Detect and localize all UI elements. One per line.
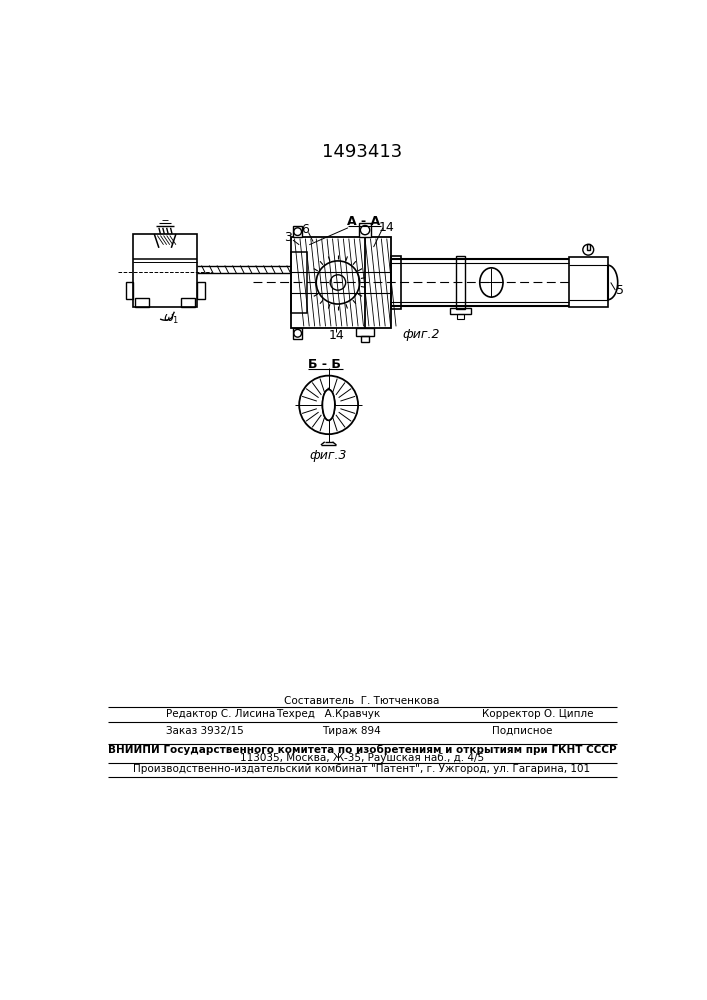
- Text: Производственно-издательский комбинат "Патент", г. Ужгород, ул. Гагарина, 101: Производственно-издательский комбинат "П…: [134, 764, 590, 774]
- Text: Техред   А.Кравчук: Техред А.Кравчук: [276, 709, 381, 719]
- Bar: [291, 252, 307, 312]
- Bar: [450, 308, 472, 314]
- Text: Тираж 894: Тираж 894: [322, 726, 381, 736]
- Text: 113035, Москва, Ж-35, Раушская наб., д. 4/5: 113035, Москва, Ж-35, Раушская наб., д. …: [240, 753, 484, 763]
- Text: ВНИИПИ Государственного комитета по изобретениям и открытиям при ГКНТ СССР: ВНИИПИ Государственного комитета по изоб…: [107, 745, 617, 755]
- Bar: [126, 282, 134, 299]
- Text: Подписное: Подписное: [492, 726, 553, 736]
- Bar: [356, 328, 374, 336]
- Ellipse shape: [322, 389, 335, 420]
- Text: Редактор С. Лисина: Редактор С. Лисина: [166, 709, 275, 719]
- Text: фиг.3: фиг.3: [310, 449, 347, 462]
- Text: 5: 5: [616, 284, 624, 297]
- Bar: [391, 256, 402, 309]
- Bar: [361, 336, 369, 342]
- Text: 14: 14: [379, 221, 395, 234]
- Bar: [569, 257, 607, 307]
- Bar: [293, 328, 303, 339]
- Polygon shape: [322, 388, 335, 417]
- Bar: [457, 314, 464, 319]
- Text: Корректор О. Ципле: Корректор О. Ципле: [482, 709, 594, 719]
- Bar: [135, 298, 149, 307]
- Circle shape: [327, 403, 330, 406]
- Bar: [587, 244, 590, 250]
- Bar: [359, 223, 371, 237]
- Text: фиг.2: фиг.2: [403, 328, 440, 341]
- Text: 6: 6: [301, 223, 310, 236]
- Text: Заказ 3932/15: Заказ 3932/15: [166, 726, 244, 736]
- Bar: [134, 234, 197, 307]
- Bar: [197, 282, 204, 299]
- Text: 3: 3: [284, 231, 292, 244]
- Text: Б - Б: Б - Б: [308, 358, 341, 371]
- Text: 14: 14: [329, 329, 344, 342]
- Bar: [456, 256, 465, 309]
- Text: $\omega_1$: $\omega_1$: [163, 313, 180, 326]
- Text: Составитель  Г. Тютченкова: Составитель Г. Тютченкова: [284, 696, 440, 706]
- Text: 1493413: 1493413: [322, 143, 402, 161]
- Text: А - А: А - А: [347, 215, 380, 228]
- Bar: [291, 237, 391, 328]
- Bar: [293, 226, 303, 237]
- Bar: [182, 298, 195, 307]
